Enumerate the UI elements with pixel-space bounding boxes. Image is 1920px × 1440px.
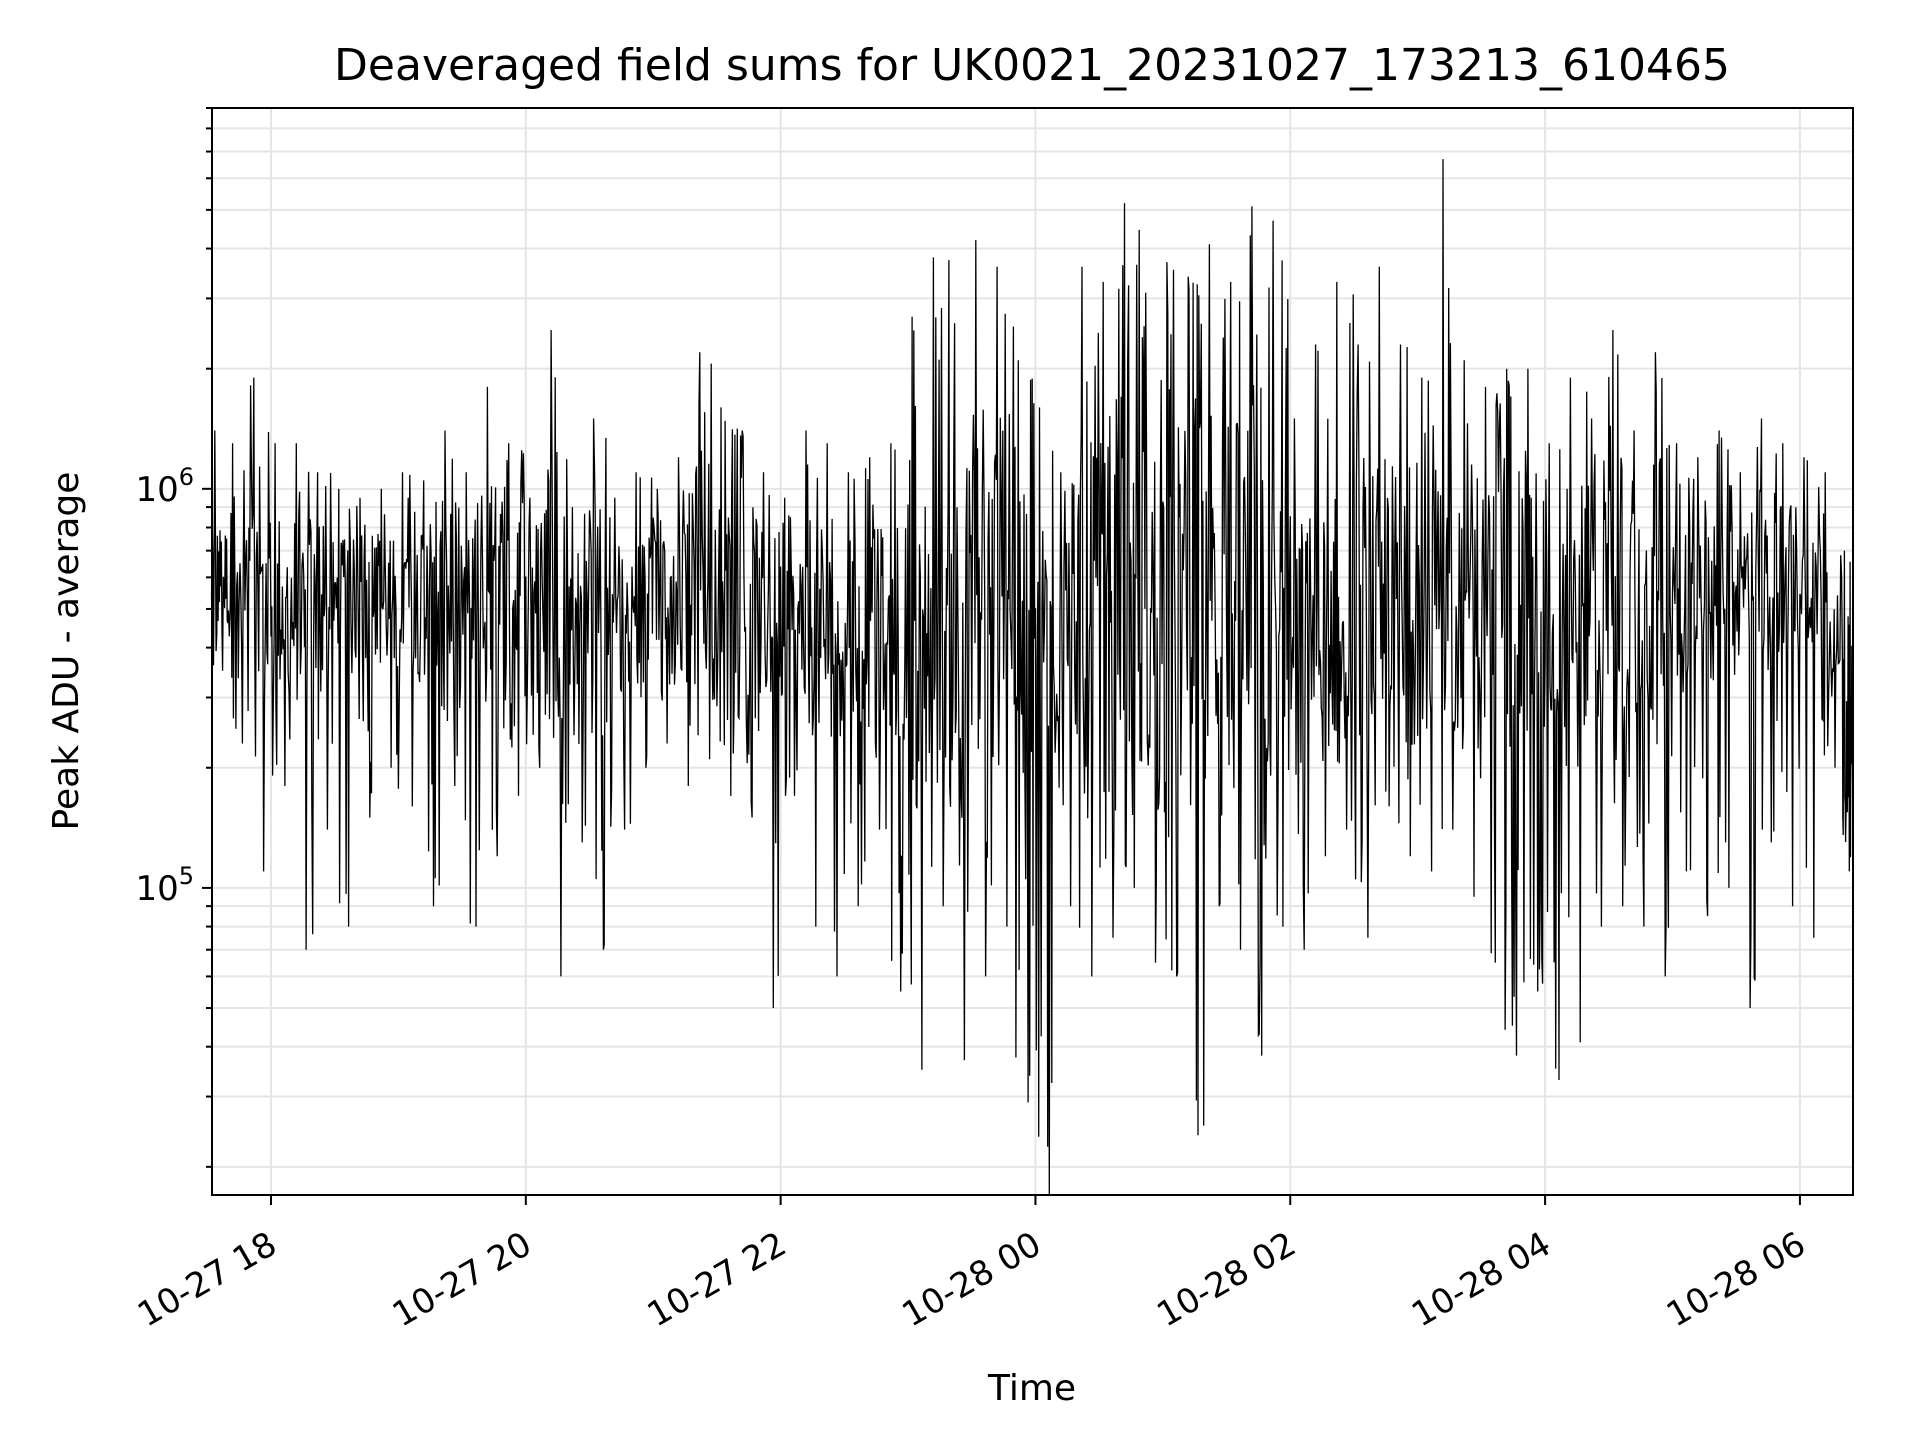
y-tick-label: 106 — [135, 463, 194, 510]
x-axis-label: Time — [987, 1368, 1076, 1409]
y-axis-label: Peak ADU - average — [46, 472, 87, 831]
plot-frame — [211, 107, 1854, 1196]
series-path — [210, 159, 1854, 1196]
series-line — [210, 159, 1854, 1196]
y-tick-label: 105 — [135, 862, 194, 909]
chart-title: Deaveraged field sums for UK0021_2023102… — [334, 40, 1730, 91]
